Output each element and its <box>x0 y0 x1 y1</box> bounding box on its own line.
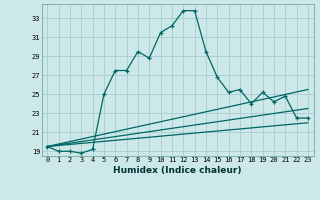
X-axis label: Humidex (Indice chaleur): Humidex (Indice chaleur) <box>113 166 242 175</box>
